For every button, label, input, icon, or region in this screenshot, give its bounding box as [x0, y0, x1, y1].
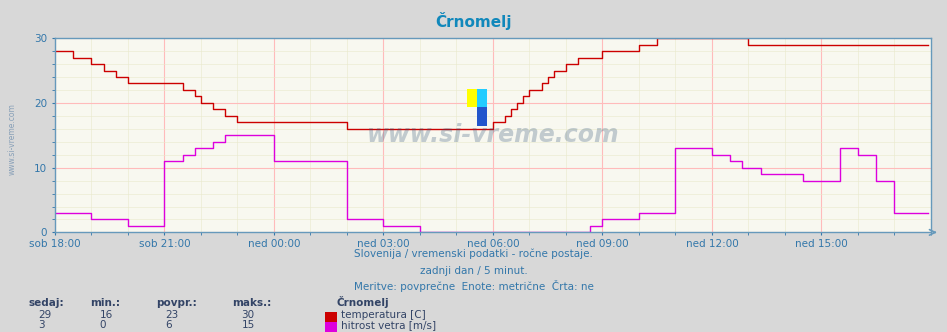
Text: povpr.:: povpr.: [156, 298, 197, 308]
Text: 3: 3 [38, 320, 45, 330]
Text: 23: 23 [166, 310, 179, 320]
Text: min.:: min.: [90, 298, 120, 308]
Text: 6: 6 [166, 320, 172, 330]
Text: zadnji dan / 5 minut.: zadnji dan / 5 minut. [420, 266, 527, 276]
Text: 30: 30 [241, 310, 255, 320]
Text: Meritve: povprečne  Enote: metrične  Črta: ne: Meritve: povprečne Enote: metrične Črta:… [353, 281, 594, 292]
Text: Črnomelj: Črnomelj [436, 12, 511, 30]
Text: sedaj:: sedaj: [28, 298, 64, 308]
Text: www.si-vreme.com: www.si-vreme.com [8, 104, 17, 175]
Text: 16: 16 [99, 310, 113, 320]
Text: www.si-vreme.com: www.si-vreme.com [366, 123, 619, 147]
Text: Črnomelj: Črnomelj [336, 296, 389, 308]
Text: 15: 15 [241, 320, 255, 330]
Text: temperatura [C]: temperatura [C] [341, 310, 425, 320]
Text: 0: 0 [99, 320, 106, 330]
Text: maks.:: maks.: [232, 298, 271, 308]
Text: hitrost vetra [m/s]: hitrost vetra [m/s] [341, 320, 436, 330]
Text: 29: 29 [38, 310, 51, 320]
Text: Slovenija / vremenski podatki - ročne postaje.: Slovenija / vremenski podatki - ročne po… [354, 249, 593, 259]
